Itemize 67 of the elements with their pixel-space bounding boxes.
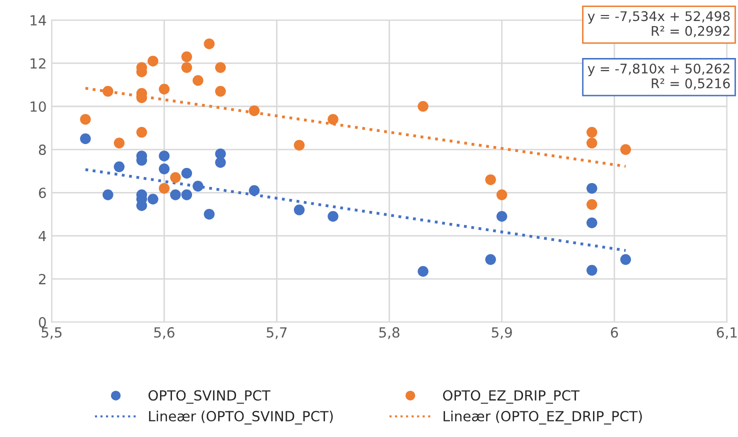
point — [586, 217, 598, 228]
point — [294, 204, 305, 216]
x-tick-label: 5,5 — [42, 327, 62, 340]
point — [80, 133, 91, 144]
point — [114, 138, 125, 148]
y-tick-label: 0 — [38, 317, 46, 328]
point — [192, 75, 204, 86]
y-tick-label: 4 — [38, 230, 46, 242]
point — [170, 189, 181, 200]
point — [181, 168, 192, 179]
point — [181, 62, 192, 73]
point — [148, 194, 158, 205]
point — [181, 189, 192, 200]
point — [248, 185, 260, 196]
point — [181, 51, 192, 62]
point — [158, 150, 170, 162]
point — [80, 114, 91, 125]
point — [170, 172, 181, 183]
point — [620, 254, 632, 265]
legend-label: OPTO_EZ_DRIP_PCT — [443, 390, 580, 404]
point — [294, 140, 305, 151]
x-tick-label: 6 — [610, 327, 618, 338]
y-tick-label: 10 — [30, 101, 46, 112]
point — [586, 182, 598, 194]
y-tick-label: 2 — [38, 274, 46, 284]
point — [114, 161, 125, 172]
point — [418, 266, 428, 277]
point — [485, 254, 496, 265]
legend-label: OPTO_SVIND_PCT — [148, 390, 270, 404]
x-tick-label: 5,6 — [154, 327, 174, 340]
point — [418, 101, 428, 112]
point — [586, 138, 598, 148]
point — [158, 164, 170, 174]
legend-label: Lineær (OPTO_EZ_DRIP_PCT) — [444, 410, 642, 424]
point — [215, 62, 226, 73]
point — [586, 264, 598, 276]
point — [148, 56, 158, 66]
y-tick-label: 14 — [30, 15, 46, 26]
point — [328, 114, 338, 125]
legend-label: Lineær (OPTO_SVIND_PCT) — [149, 410, 333, 424]
point — [136, 126, 148, 138]
point — [215, 157, 226, 168]
point — [158, 84, 170, 94]
y-tick-label: 6 — [38, 188, 46, 198]
y-tick-label: 12 — [30, 58, 46, 69]
point — [204, 208, 215, 220]
point — [102, 189, 114, 200]
x-tick-label: 5,8 — [379, 327, 400, 340]
point — [496, 211, 508, 222]
point — [158, 182, 170, 194]
point — [248, 105, 260, 116]
point — [496, 189, 508, 200]
point — [328, 211, 338, 222]
point — [192, 180, 204, 192]
point — [586, 199, 598, 210]
x-tick-label: 5,9 — [492, 327, 512, 340]
point — [620, 144, 632, 155]
point — [215, 86, 226, 97]
annotation: y = -7,810x + 50,262 R² = 0,5216 — [588, 64, 730, 90]
point — [102, 86, 114, 97]
point — [204, 38, 215, 50]
y-tick-label: 8 — [38, 144, 46, 155]
point — [586, 126, 598, 138]
annotation: y = -7,534x + 52,498 R² = 0,2992 — [588, 11, 730, 38]
x-tick-label: 5,7 — [266, 327, 287, 340]
point — [485, 174, 496, 186]
x-tick-label: 6,1 — [716, 327, 737, 340]
